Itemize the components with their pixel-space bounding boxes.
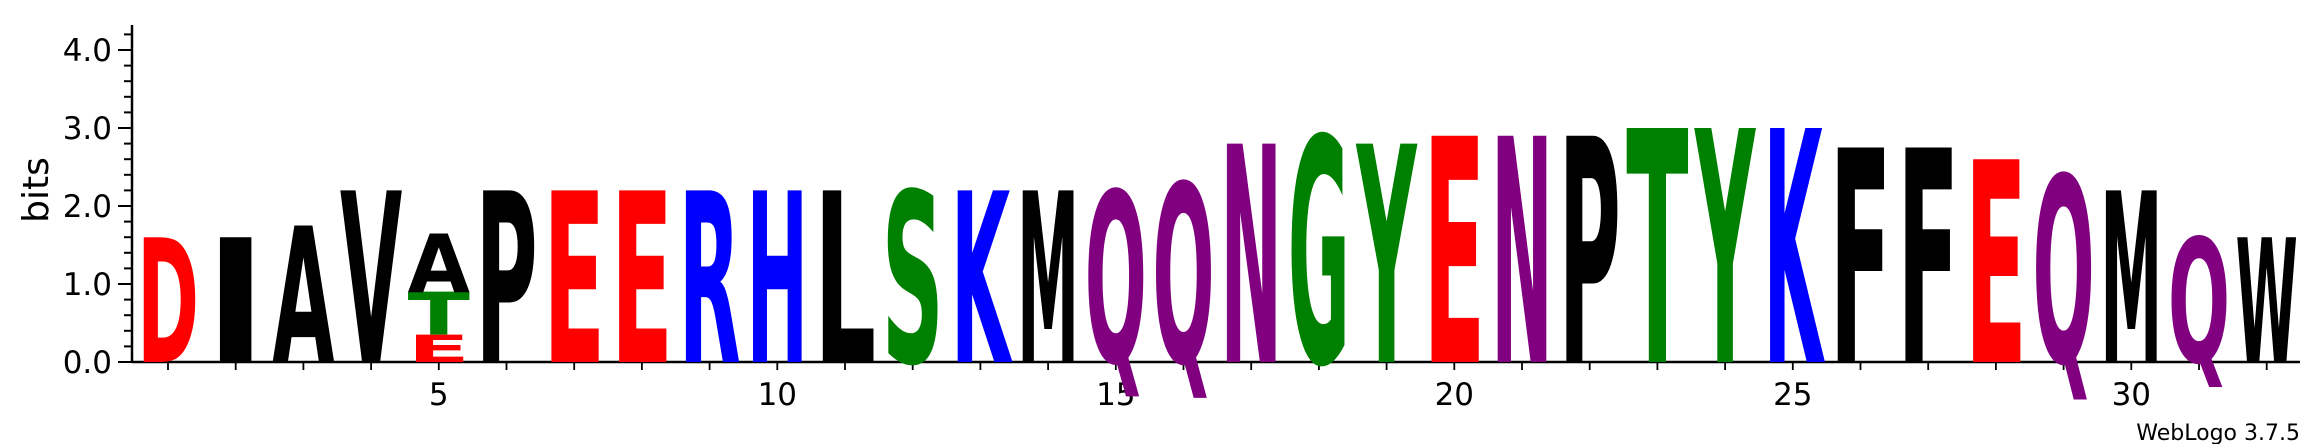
letter-glyph: N xyxy=(1220,85,1282,434)
letter-glyph: A xyxy=(272,188,334,406)
letter-glyph: P xyxy=(475,144,537,418)
x-tick-label: 15 xyxy=(1096,377,1135,413)
svg-text:G: G xyxy=(1288,75,1350,436)
svg-text:F: F xyxy=(1897,90,1959,432)
letter-glyph: K xyxy=(951,144,1013,418)
svg-text:F: F xyxy=(1829,90,1891,432)
y-tick-label: 0.0 xyxy=(63,345,112,381)
svg-text:T: T xyxy=(1626,64,1688,438)
letter-glyph: E xyxy=(611,144,673,418)
letter-glyph: Q xyxy=(2032,124,2094,423)
svg-text:K: K xyxy=(1763,65,1825,439)
svg-text:M: M xyxy=(2100,143,2162,418)
svg-text:K: K xyxy=(951,144,1013,418)
letter-glyph: E xyxy=(408,328,470,372)
svg-text:S: S xyxy=(882,143,944,418)
letter-glyph: G xyxy=(1288,75,1350,436)
svg-text:M: M xyxy=(1017,143,1079,418)
letter-glyph: F xyxy=(1829,90,1891,432)
letter-glyph: A xyxy=(408,217,470,311)
letter-glyph: Y xyxy=(1355,84,1417,433)
y-tick-label: 4.0 xyxy=(63,33,112,69)
letter-glyph: M xyxy=(1017,143,1079,418)
letter-glyph: E xyxy=(1423,74,1485,435)
credit-label: WebLogo 3.7.5 xyxy=(2136,421,2300,444)
svg-text:E: E xyxy=(1423,74,1485,435)
y-tick-label: 1.0 xyxy=(63,267,112,303)
letter-stacks: D I A V ETA P E E R H L S K M Q Q N G Y E N P T Y K F F E Q M Q W xyxy=(137,64,2298,439)
y-axis-label: bits xyxy=(16,157,57,223)
svg-text:Q: Q xyxy=(2168,205,2230,404)
letter-glyph: E xyxy=(1965,104,2027,428)
x-tick-label: 30 xyxy=(2112,377,2151,413)
letter-glyph: K xyxy=(1763,65,1825,439)
svg-text:T: T xyxy=(408,281,470,349)
svg-text:E: E xyxy=(611,144,673,418)
svg-text:N: N xyxy=(1220,85,1282,434)
x-tick-label: 25 xyxy=(1773,377,1812,413)
letter-glyph: I xyxy=(205,203,267,402)
x-tick-label: 5 xyxy=(429,377,449,413)
letter-glyph: S xyxy=(882,143,944,418)
x-tick-label: 20 xyxy=(1435,377,1474,413)
letter-glyph: R xyxy=(678,144,740,418)
axes: 0.0 1.0 2.0 3.0 4.0 5 10 15 20 25 30 xyxy=(63,25,2300,413)
letter-glyph: T xyxy=(1626,64,1688,438)
svg-text:I: I xyxy=(205,203,267,402)
y-tick-label: 3.0 xyxy=(63,111,112,147)
letter-glyph: L xyxy=(814,144,876,418)
svg-text:Y: Y xyxy=(1355,84,1417,433)
svg-text:V: V xyxy=(340,145,402,418)
letter-glyph: F xyxy=(1897,90,1959,432)
letter-glyph: T xyxy=(408,281,470,349)
svg-text:Y: Y xyxy=(1694,65,1756,439)
svg-text:E: E xyxy=(408,328,470,372)
svg-text:Q: Q xyxy=(1085,145,1147,419)
svg-text:A: A xyxy=(272,188,334,406)
letter-glyph: N xyxy=(1491,76,1553,436)
svg-text:D: D xyxy=(137,204,199,403)
x-tick-label: 10 xyxy=(758,377,797,413)
svg-text:R: R xyxy=(678,144,740,418)
svg-text:P: P xyxy=(1559,74,1621,435)
svg-text:E: E xyxy=(543,144,605,418)
svg-text:A: A xyxy=(408,217,470,311)
letter-glyph: V xyxy=(340,145,402,418)
letter-glyph: Q xyxy=(1152,133,1214,420)
letter-glyph: H xyxy=(746,145,808,419)
letter-glyph: Y xyxy=(1694,65,1756,439)
letter-glyph: M xyxy=(2100,143,2162,418)
letter-glyph: P xyxy=(1559,74,1621,435)
svg-text:P: P xyxy=(475,144,537,418)
letter-glyph: Q xyxy=(2168,205,2230,404)
svg-text:E: E xyxy=(1965,104,2027,428)
letter-glyph: E xyxy=(543,144,605,418)
svg-text:Q: Q xyxy=(1152,133,1214,420)
svg-text:H: H xyxy=(746,145,808,419)
svg-text:N: N xyxy=(1491,76,1553,436)
svg-text:W: W xyxy=(2236,205,2298,404)
svg-text:Q: Q xyxy=(2032,124,2094,423)
svg-text:L: L xyxy=(814,144,876,418)
letter-glyph: W xyxy=(2236,205,2298,404)
y-tick-label: 2.0 xyxy=(63,189,112,225)
letter-glyph: D xyxy=(137,204,199,403)
letter-glyph: Q xyxy=(1085,145,1147,419)
